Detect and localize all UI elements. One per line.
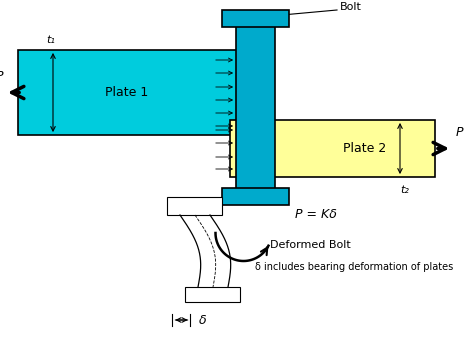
Text: t₂: t₂ <box>401 185 410 195</box>
Text: Plate 2: Plate 2 <box>343 142 387 155</box>
Bar <box>222 10 289 27</box>
Text: Plate 1: Plate 1 <box>105 86 149 99</box>
Text: δ: δ <box>199 314 206 326</box>
Text: δ includes bearing deformation of plates: δ includes bearing deformation of plates <box>255 262 453 272</box>
Text: Deformed Bolt: Deformed Bolt <box>270 240 351 250</box>
Bar <box>18 50 272 135</box>
Text: P = Kδ: P = Kδ <box>295 208 337 221</box>
Bar <box>222 188 289 205</box>
Text: P: P <box>0 69 3 82</box>
Text: Bolt: Bolt <box>340 2 362 12</box>
Text: P: P <box>456 126 464 138</box>
Bar <box>230 120 435 177</box>
Bar <box>185 287 240 302</box>
Text: t₁: t₁ <box>46 35 55 45</box>
Bar <box>236 20 275 190</box>
Bar <box>167 197 222 215</box>
